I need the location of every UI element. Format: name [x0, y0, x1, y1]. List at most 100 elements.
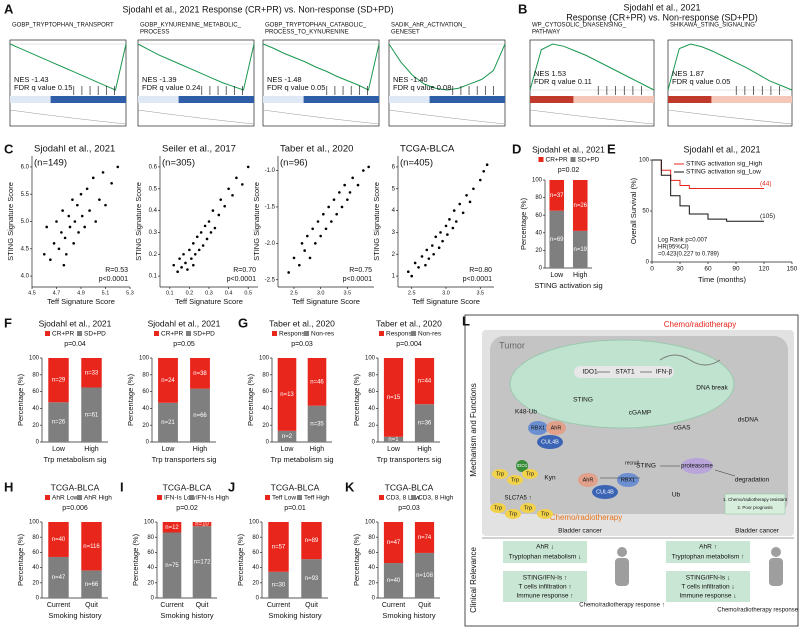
- legend-swatch: [411, 331, 416, 336]
- y-axis-label: STING Signature Score: [372, 182, 381, 261]
- point: [42, 252, 46, 256]
- person-head: [771, 547, 781, 557]
- point: [211, 209, 215, 212]
- x-tick-label: Low: [387, 446, 401, 453]
- y-tick-label: -2.0: [265, 241, 276, 247]
- point: [186, 268, 189, 271]
- trp-shape: [492, 469, 508, 479]
- nes: NES -1.48: [267, 75, 302, 84]
- y-tick-label: 40: [142, 406, 149, 412]
- person-body: [769, 558, 783, 586]
- legend-swatch: [538, 157, 544, 162]
- diagram-label: dsDNA: [738, 417, 759, 424]
- legend-swatch: [77, 495, 82, 500]
- y-axis-label: Percentage (%): [126, 373, 135, 426]
- point: [223, 204, 226, 208]
- x-tick-label: Low: [162, 446, 176, 453]
- trp-label: Trp: [494, 505, 502, 511]
- y-axis-label: Percentage (%): [246, 373, 255, 426]
- y-tick-label: 80: [147, 535, 154, 541]
- diagram-label: Kyn: [544, 475, 556, 482]
- bar-count-label: n=74: [418, 535, 432, 541]
- plot-frame: [667, 39, 793, 127]
- bar-segment: [192, 522, 212, 527]
- side-label: Mechanism and Functions: [469, 383, 478, 476]
- y-tick-label: 100: [639, 158, 650, 164]
- point: [94, 220, 97, 223]
- point: [110, 181, 113, 185]
- y-tick-label: 20: [368, 580, 375, 586]
- y-axis-label: Percentage (%): [16, 373, 25, 426]
- bar-segment: [81, 387, 102, 442]
- diagram-label: degradation: [735, 477, 770, 484]
- trp-label: Trp: [524, 505, 532, 511]
- y-tick-label: 80: [368, 372, 375, 378]
- es-curve: [262, 43, 380, 91]
- plot-frame: [388, 39, 506, 127]
- point: [485, 163, 489, 167]
- point: [227, 187, 230, 191]
- chart-title: Sjodahl et al., 2021: [532, 144, 605, 154]
- y-tick-label: 20: [32, 423, 39, 429]
- legend-swatch: [265, 495, 270, 500]
- point: [219, 198, 223, 201]
- point: [351, 176, 354, 180]
- plot-frame: [137, 39, 255, 127]
- point: [209, 231, 213, 234]
- diagram-label: STAT1: [615, 369, 635, 376]
- point: [332, 198, 336, 201]
- x-tick-label: Low: [281, 446, 295, 453]
- x-axis-label: Smoking history: [160, 611, 214, 620]
- bar-segment: [383, 358, 404, 437]
- chart-title: TCGA-BLCA: [385, 482, 434, 492]
- ahr-blob-2: [578, 473, 598, 487]
- p-value: p=0.006: [62, 505, 88, 512]
- y-tick-label: 6: [392, 164, 396, 170]
- rank-metric: [9, 109, 127, 125]
- bar-segment: [192, 526, 212, 598]
- diagram-label: recruit: [625, 460, 640, 466]
- bar-count-label: n=37: [550, 193, 564, 199]
- es-curve: [529, 43, 655, 91]
- bar-segment: [277, 358, 297, 431]
- point: [437, 246, 441, 249]
- y-tick-label: 80: [262, 372, 269, 378]
- trp-shape: [505, 509, 521, 519]
- panel-letter: F: [4, 315, 12, 330]
- gene-set-name: PROCESS: [140, 30, 169, 36]
- fdr: FDR q value 0.05: [267, 83, 325, 92]
- legend-label: Non-res: [311, 331, 335, 338]
- y-tick-label: 20: [147, 580, 154, 586]
- diagram-label: IDO1: [582, 369, 598, 376]
- bar-segment: [158, 402, 178, 442]
- point: [322, 212, 325, 216]
- point: [205, 237, 209, 241]
- y-tick-label: 80: [535, 195, 542, 201]
- y-tick-label: 80: [32, 372, 39, 378]
- point: [356, 183, 360, 187]
- x-axis-label: Trp metabolism sig: [43, 455, 106, 464]
- panel-title: Response (CR+PR) vs. Non-response (SD+PD…: [566, 12, 758, 22]
- legend-swatch: [379, 331, 384, 336]
- diagram-label: AhR ↓: [536, 544, 554, 551]
- x-tick-label: Quit: [85, 602, 98, 609]
- diagram-label: IDO1: [517, 463, 528, 468]
- panel-letter: K: [345, 479, 355, 494]
- correlation: R=0.80: [469, 267, 492, 274]
- rbx1-blob-2: [617, 473, 639, 487]
- x-tick-label: 4.5: [28, 290, 36, 296]
- es-curve: [137, 43, 255, 91]
- legend-label: STING activation sig_Low: [686, 169, 761, 176]
- rank-heatbar-part: [668, 96, 712, 103]
- legend-swatch: [297, 495, 302, 500]
- y-tick-label: 40: [368, 406, 375, 412]
- point: [197, 248, 201, 252]
- x-tick-label: Current: [47, 602, 70, 609]
- y-tick-label: 40: [368, 565, 375, 571]
- point: [472, 187, 475, 191]
- y-tick-label: 4: [392, 208, 396, 214]
- bar-segment: [549, 210, 565, 268]
- point: [482, 169, 486, 173]
- legend-label: SD+PD: [84, 331, 106, 338]
- x-tick-label: 3.5: [476, 290, 484, 296]
